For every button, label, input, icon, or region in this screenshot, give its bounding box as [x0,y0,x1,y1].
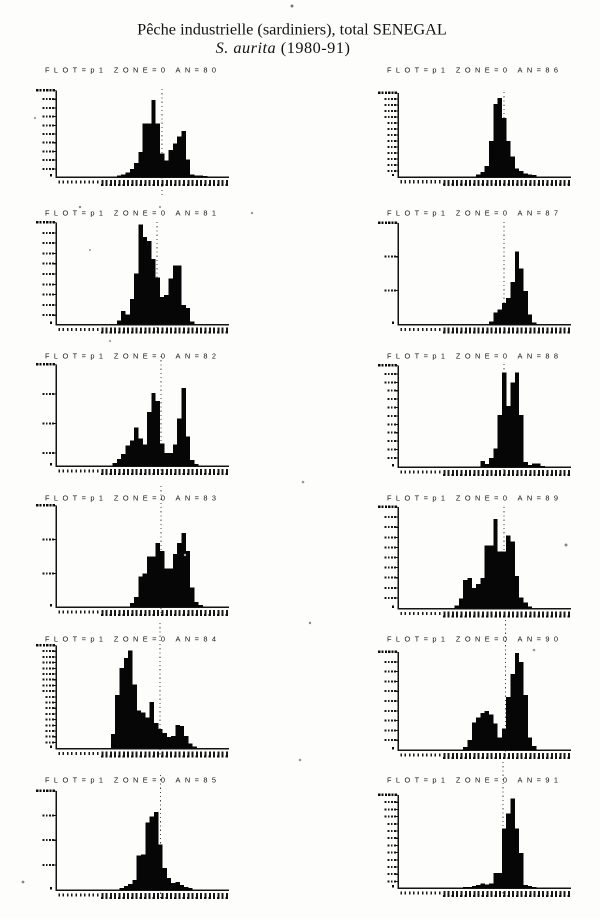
svg-text:FLOT=p1 ZONE=0 AN=83: FLOT=p1 ZONE=0 AN=83 [45,494,219,503]
svg-text:FLOT=p1 ZONE=0 AN=91: FLOT=p1 ZONE=0 AN=91 [387,776,561,785]
svg-text:Pêche industrielle (sardiniers: Pêche industrielle (sardiniers), total S… [137,20,447,39]
svg-text:FLOT=p1 ZONE=0 AN=86: FLOT=p1 ZONE=0 AN=86 [387,66,561,75]
svg-text:FLOT=p1 ZONE=0 AN=89: FLOT=p1 ZONE=0 AN=89 [387,494,561,503]
svg-text:FLOT=p1 ZONE=0 AN=84: FLOT=p1 ZONE=0 AN=84 [45,635,219,644]
svg-text:FLOT=p1 ZONE=0 AN=85: FLOT=p1 ZONE=0 AN=85 [45,776,219,785]
svg-text:FLOT=p1 ZONE=0 AN=81: FLOT=p1 ZONE=0 AN=81 [45,209,219,218]
svg-text:FLOT=p1 ZONE=0 AN=88: FLOT=p1 ZONE=0 AN=88 [387,352,561,361]
svg-text:S. aurita (1980-91): S. aurita (1980-91) [216,38,351,57]
svg-text:FLOT=p1 ZONE=0 AN=90: FLOT=p1 ZONE=0 AN=90 [387,635,561,644]
svg-text:FLOT=p1 ZONE=0 AN=80: FLOT=p1 ZONE=0 AN=80 [45,66,219,75]
svg-text:FLOT=p1 ZONE=0 AN=87: FLOT=p1 ZONE=0 AN=87 [387,209,561,218]
svg-text:FLOT=p1 ZONE=0 AN=82: FLOT=p1 ZONE=0 AN=82 [45,352,219,361]
